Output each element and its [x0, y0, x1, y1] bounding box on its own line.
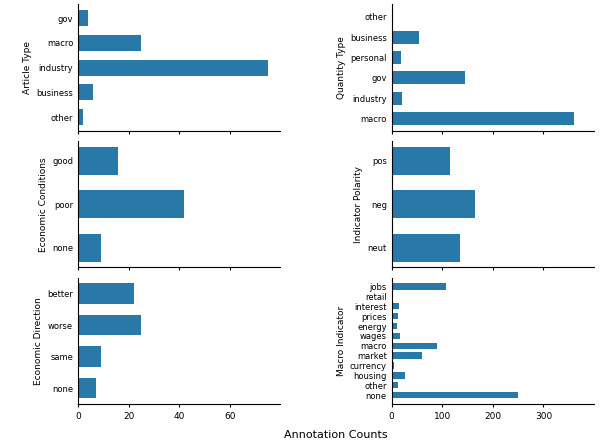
Bar [78, 10, 88, 26]
Bar [78, 315, 141, 335]
Bar [392, 91, 402, 105]
Bar [392, 353, 422, 359]
Y-axis label: Article Type: Article Type [23, 41, 32, 94]
Bar [392, 51, 401, 64]
Bar [78, 378, 96, 398]
Y-axis label: Indicator Polarity: Indicator Polarity [355, 166, 364, 243]
Bar [392, 234, 460, 262]
Bar [392, 31, 419, 44]
Bar [78, 59, 268, 76]
Bar [78, 147, 118, 175]
Bar [392, 71, 465, 84]
Bar [392, 342, 437, 349]
Bar [78, 109, 83, 125]
Bar [392, 303, 399, 309]
Bar [392, 382, 398, 388]
Bar [78, 346, 101, 367]
Y-axis label: Macro Indicator: Macro Indicator [337, 305, 346, 376]
Y-axis label: Quantity Type: Quantity Type [337, 36, 346, 99]
Y-axis label: Economic Direction: Economic Direction [34, 297, 43, 385]
Bar [78, 283, 134, 304]
Bar [78, 190, 184, 218]
Bar [78, 35, 141, 51]
Bar [392, 372, 406, 379]
Bar [392, 147, 450, 175]
Bar [392, 190, 475, 218]
Bar [392, 283, 446, 290]
Bar [392, 112, 574, 125]
Bar [78, 234, 101, 262]
Bar [78, 84, 93, 100]
Bar [392, 392, 518, 398]
Bar [392, 323, 397, 329]
Bar [392, 362, 394, 369]
Bar [392, 333, 400, 339]
Text: Annotation Counts: Annotation Counts [284, 429, 388, 440]
Bar [392, 313, 398, 319]
Y-axis label: Economic Conditions: Economic Conditions [39, 157, 48, 252]
